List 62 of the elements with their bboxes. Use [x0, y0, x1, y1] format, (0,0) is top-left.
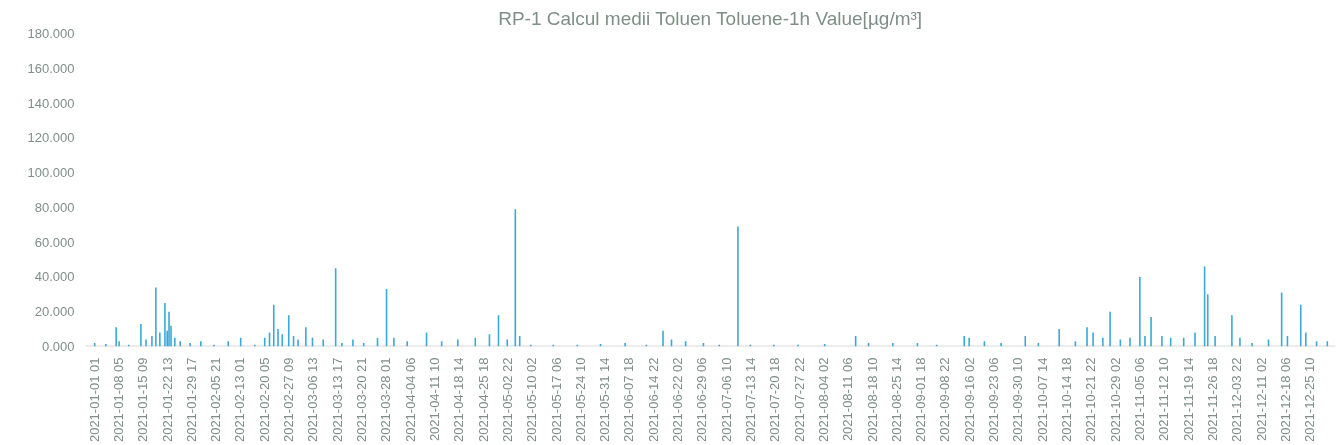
x-tick-label: 2021-10-14 18	[1059, 357, 1075, 443]
x-tick-label: 2021-03-20 21	[354, 357, 370, 443]
y-tick-label: 120.000	[27, 130, 75, 146]
x-tick-label: 2021-09-01 18	[913, 357, 929, 443]
x-tick-label: 2021-08-11 06	[840, 357, 856, 442]
x-tick-label: 2021-01-22 13	[159, 357, 175, 443]
x-tick-label: 2021-04-11 10	[426, 357, 442, 442]
x-tick-label: 2021-11-05 06	[1131, 357, 1147, 442]
x-tick-label: 2021-06-22 02	[670, 357, 686, 443]
x-tick-label: 2021-05-02 22	[499, 357, 515, 443]
x-tick-label: 2021-09-23 06	[986, 357, 1002, 443]
x-tick-label: 2021-01-15 09	[135, 357, 151, 443]
x-tick-label: 2021-04-18 14	[451, 357, 467, 443]
x-tick-label: 2021-03-06 13	[305, 357, 321, 443]
y-tick-label: 180.000	[27, 26, 75, 41]
x-tick-label: 2021-02-20 05	[256, 357, 272, 443]
x-tick-label: 2021-10-07 14	[1034, 357, 1050, 443]
x-tick-label: 2021-11-19 14	[1180, 357, 1196, 442]
x-tick-label: 2021-07-06 10	[718, 357, 734, 443]
x-tick-label: 2021-01-29 17	[183, 357, 199, 443]
x-tick-label: 2021-12-25 10	[1302, 357, 1318, 443]
y-tick-label: 80.000	[34, 199, 75, 215]
x-tick-label: 2021-01-08 05	[110, 357, 126, 443]
x-tick-label: 2021-12-03 22	[1229, 357, 1245, 443]
x-tick-label: 2021-05-31 14	[597, 357, 613, 443]
x-tick-label: 2021-03-13 17	[329, 357, 345, 443]
x-tick-label: 2021-09-30 10	[1010, 357, 1026, 443]
x-tick-label: 2021-12-18 06	[1277, 357, 1293, 443]
x-tick-label: 2021-08-18 10	[864, 357, 880, 443]
x-tick-label: 2021-05-24 10	[572, 357, 588, 443]
x-tick-label: 2021-06-14 22	[645, 357, 661, 443]
x-tick-label: 2021-07-27 22	[791, 357, 807, 443]
x-tick-label: 2021-02-05 21	[208, 357, 224, 443]
x-tick-label: 2021-11-12 10	[1156, 357, 1172, 442]
x-tick-label: 2021-10-21 22	[1083, 357, 1099, 443]
y-tick-label: 20.000	[34, 304, 75, 320]
y-tick-label: 100.000	[27, 165, 75, 181]
x-tick-label: 2021-08-25 14	[888, 357, 904, 443]
x-tick-label: 2021-09-08 22	[937, 357, 953, 443]
x-tick-label: 2021-04-04 06	[402, 357, 418, 443]
x-tick-label: 2021-04-25 18	[475, 357, 491, 443]
x-tick-label: 2021-02-13 01	[232, 357, 248, 443]
x-tick-label: 2021-05-17 06	[548, 357, 564, 443]
x-tick-label: 2021-01-01 01	[86, 357, 102, 443]
x-tick-label: 2021-11-26 18	[1204, 357, 1220, 442]
y-tick-label: 40.000	[34, 269, 75, 285]
x-tick-label: 2021-07-13 14	[743, 357, 758, 443]
y-tick-label: 0.000	[41, 339, 75, 354]
x-tick-label: 2021-05-10 02	[524, 357, 540, 443]
x-tick-label: 2021-06-29 06	[694, 357, 710, 443]
x-tick-label: 2021-12-11 02	[1253, 357, 1269, 442]
x-tick-label: 2021-03-28 01	[378, 357, 394, 443]
x-tick-label: 2021-02-27 09	[281, 357, 297, 443]
y-tick-label: 60.000	[34, 234, 75, 250]
x-tick-label: 2021-10-29 02	[1107, 357, 1123, 443]
y-tick-label: 160.000	[27, 60, 75, 76]
x-tick-label: 2021-09-16 02	[961, 357, 977, 443]
y-tick-label: 140.000	[27, 95, 75, 111]
x-tick-label: 2021-08-04 02	[815, 357, 831, 443]
x-tick-label: 2021-06-07 18	[621, 357, 637, 443]
chart-title: RP-1 Calcul medii Toluen Toluene-1h Value[µg/m³]	[498, 7, 923, 29]
x-tick-label: 2021-07-20 18	[767, 357, 783, 443]
